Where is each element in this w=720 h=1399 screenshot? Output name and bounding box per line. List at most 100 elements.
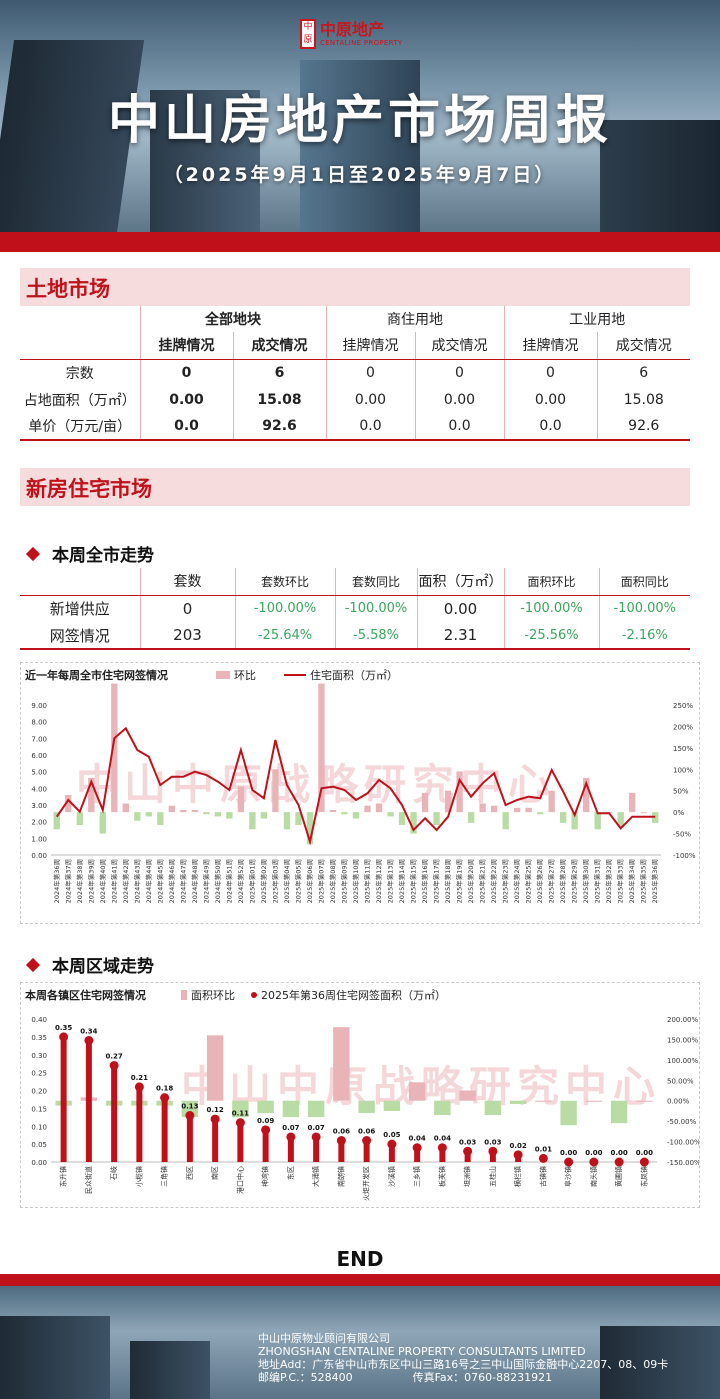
- mom-bar: [181, 1100, 199, 1118]
- page-title: 中山房地产市场周报: [107, 90, 612, 151]
- x-tick-label: 2025年第05周: [293, 859, 302, 903]
- mom-bar: [76, 812, 83, 825]
- city-row-label: 新增供应: [20, 595, 141, 622]
- x-tick-label: 2024年第38周: [75, 859, 84, 903]
- mom-bar: [434, 1100, 451, 1116]
- land-sub-header: 成交情况: [415, 332, 505, 360]
- y-tick-label: 0.30: [31, 1052, 47, 1060]
- brand-logo: 中原 中原地产 CENTALINE PROPERTY: [300, 16, 420, 52]
- mom-bar: [318, 683, 325, 813]
- x-tick-label: 板芙镇: [437, 1166, 446, 1187]
- page-subtitle: （2025年9月1日至2025年9月7日）: [163, 164, 557, 186]
- y2-tick-label: 150%: [673, 745, 693, 753]
- data-label: 0.00: [610, 1149, 627, 1157]
- y-tick-label: 0.10: [31, 1123, 47, 1131]
- mom-bar: [583, 777, 590, 813]
- land-table: 全部地块 商住用地 工业用地 挂牌情况 成交情况 挂牌情况 成交情况 挂牌情况 …: [20, 306, 690, 441]
- data-label: 0.03: [484, 1138, 501, 1146]
- brand-mark-icon: 中原: [300, 19, 316, 49]
- city-table: 套数 套数环比 套数同比 面积（万㎡） 面积环比 面积同比 新增供应 0 -10…: [20, 568, 690, 650]
- area-bar-cap: [639, 1157, 649, 1167]
- y2-tick-label: -100.00%: [667, 1139, 699, 1147]
- mom-bar: [456, 771, 463, 813]
- building-graphic: [300, 60, 420, 232]
- city-cell: -2.16%: [599, 622, 690, 650]
- region-chart-box: 本周各镇区住宅网签情况 面积环比 2025年第36周住宅网签面积（万㎡） 中山中…: [20, 982, 700, 1208]
- x-tick-label: 2025年第20周: [466, 859, 475, 903]
- land-row-label: 单价（万元/亩）: [20, 413, 141, 441]
- mom-bar: [333, 1027, 350, 1101]
- x-tick-label: 2025年第10周: [351, 859, 360, 903]
- data-label: 0.35: [55, 1024, 72, 1032]
- mom-bar: [134, 812, 141, 821]
- x-tick-label: 2025年第27周: [547, 859, 556, 903]
- footer-divider: [0, 1274, 720, 1286]
- x-tick-label: 五桂山: [488, 1166, 497, 1187]
- city-header: 套数: [140, 568, 236, 596]
- area-bar-cap: [362, 1136, 372, 1146]
- company-postcode: 邮编P.C.：528400: [258, 1371, 353, 1384]
- area-bar: [414, 1147, 421, 1162]
- y-tick-label: 6.00: [31, 752, 47, 760]
- x-tick-label: 坦洲镇: [463, 1166, 472, 1187]
- building-graphic: [600, 1326, 720, 1399]
- brand-name-cn: 中原地产: [320, 19, 385, 39]
- land-sub-header: 成交情况: [597, 332, 690, 360]
- land-cell: 0.0: [415, 413, 505, 441]
- land-sub-header: 挂牌情况: [140, 332, 234, 360]
- data-label: 0.00: [636, 1149, 653, 1157]
- area-bar-cap: [589, 1157, 599, 1167]
- area-bar-cap: [538, 1153, 548, 1163]
- x-tick-label: 东升镇: [59, 1166, 68, 1187]
- data-label: 0.18: [156, 1085, 173, 1093]
- x-tick-label: 2024年第40周: [98, 859, 107, 903]
- mom-bar: [610, 1100, 628, 1124]
- mom-bar: [484, 1100, 502, 1116]
- x-tick-label: 民众街道: [84, 1166, 93, 1194]
- land-cell: 0: [140, 359, 234, 386]
- mom-bar: [560, 1100, 577, 1126]
- y2-tick-label: 50.00%: [667, 1077, 694, 1085]
- diamond-icon: [25, 546, 41, 562]
- mom-bar: [257, 1100, 274, 1113]
- y-tick-label: 0.35: [31, 1034, 47, 1042]
- mom-bar: [387, 812, 394, 817]
- legend-swatch-area-mom: [181, 990, 187, 1000]
- mom-bar: [629, 792, 636, 813]
- mom-bar: [214, 812, 222, 817]
- x-tick-label: 2024年第49周: [201, 859, 210, 903]
- mom-bar: [479, 803, 486, 813]
- city-header: 面积同比: [599, 568, 690, 596]
- land-section-header: 土地市场: [20, 268, 690, 306]
- mom-bar: [249, 812, 256, 830]
- area-bar-cap: [185, 1111, 195, 1121]
- land-row-label: 宗数: [20, 359, 141, 386]
- mom-bar: [617, 812, 624, 828]
- mom-bar: [594, 812, 601, 830]
- mom-bar: [502, 812, 509, 830]
- x-tick-label: 南朗镇: [336, 1166, 345, 1187]
- y-tick-label: 0.20: [31, 1088, 47, 1096]
- y2-tick-label: 250%: [673, 702, 693, 710]
- x-tick-label: 2025年第17周: [432, 859, 441, 903]
- x-tick-label: 石岐: [109, 1166, 118, 1180]
- mom-bar: [272, 769, 279, 813]
- y-tick-label: 0.00: [31, 1159, 47, 1167]
- y-tick-label: 0.00: [31, 852, 47, 860]
- mom-bar: [341, 812, 348, 815]
- city-header: 面积（万㎡）: [417, 568, 505, 596]
- company-address: 地址Add：广东省中山市东区中山三路16号之三中山国际金融中心2207、08、0…: [258, 1358, 669, 1371]
- region-chart-title: 本周各镇区住宅网签情况: [25, 989, 146, 1002]
- mom-bar: [459, 1090, 476, 1101]
- x-tick-label: 2025年第03周: [270, 859, 279, 903]
- mom-bar: [206, 1035, 224, 1101]
- mom-bar: [410, 812, 417, 834]
- mom-bar: [571, 812, 578, 830]
- mom-bar: [226, 812, 233, 819]
- land-sub-header: 挂牌情况: [326, 332, 416, 360]
- mom-bar: [364, 805, 371, 813]
- y-tick-label: 3.00: [31, 802, 47, 810]
- mom-bar: [203, 812, 210, 815]
- city-cell: 0: [140, 595, 236, 622]
- mom-bar: [260, 812, 268, 819]
